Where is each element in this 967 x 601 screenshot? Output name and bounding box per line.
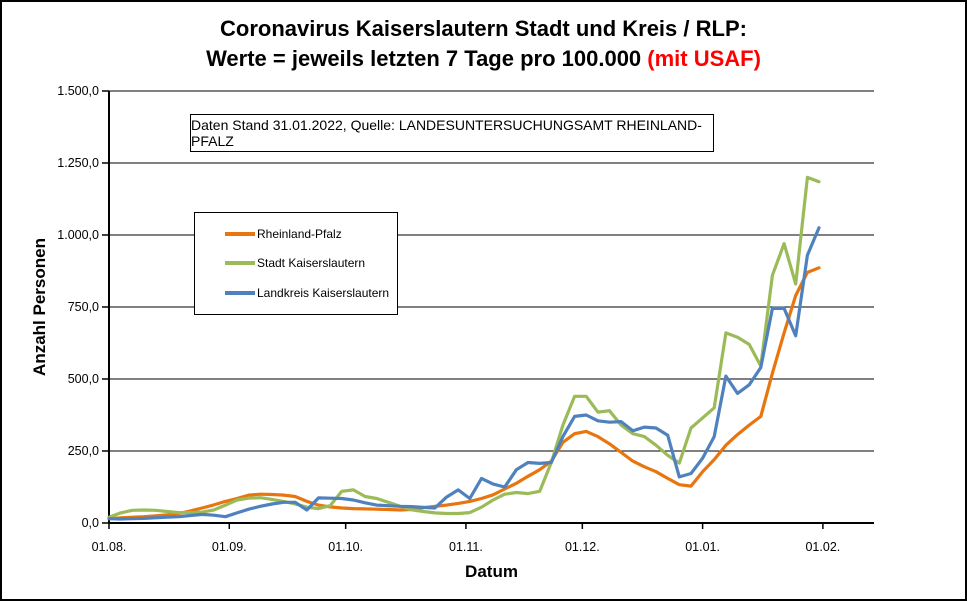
series-line-landkreis-kaiserslautern [107,226,821,521]
legend: Rheinland-Pfalz Stadt Kaiserslautern Landk… [194,212,398,315]
plot-area [102,90,874,529]
series-line-stadt-kaiserslautern [107,175,821,519]
x-tick-label: 01.02. [805,540,841,554]
chart-title-line1: Coronavirus Kaiserslautern Stadt und Kre… [220,16,747,41]
plot-canvas [102,90,874,529]
chart-title: Coronavirus Kaiserslautern Stadt und Kre… [2,14,965,74]
legend-swatch [225,291,255,296]
info-box: Daten Stand 31.01.2022, Quelle: LANDESUN… [190,114,714,152]
chart-title-line2: Werte = jeweils letzten 7 Tage pro 100.0… [2,44,965,74]
y-tick-label: 250,0 [67,444,99,458]
y-tick-label: 1.500,0 [57,84,99,98]
legend-item: Rheinland-Pfalz [225,227,397,241]
x-tick-label: 01.08. [91,540,127,554]
x-axis-title: Datum [465,562,518,581]
legend-item: Stadt Kaiserslautern [225,256,397,270]
y-tick-label: 0,0 [81,516,99,530]
legend-swatch [225,231,255,236]
series-line-rheinland-pfalz [107,266,821,521]
x-tick-label: 01.01. [685,540,720,554]
y-tick-label: 750,0 [67,300,99,314]
x-tick-label: 01.12. [564,540,600,554]
info-box-text: Daten Stand 31.01.2022, Quelle: LANDESUN… [191,117,702,149]
legend-item: Landkreis Kaiserslautern [225,286,397,300]
y-tick-label: 500,0 [67,372,99,386]
chart-title-line2-red: (mit USAF) [647,46,761,71]
legend-swatch [225,261,255,266]
x-tick-label: 01.10. [328,540,364,554]
legend-label: Rheinland-Pfalz [257,226,342,241]
legend-label: Landkreis Kaiserslautern [257,286,390,301]
y-tick-label: 1.250,0 [57,156,99,170]
x-tick-label: 01.09. [211,540,247,554]
y-tick-label: 1.000,0 [57,228,99,242]
chart-title-line2-black: Werte = jeweils letzten 7 Tage pro 100.0… [206,46,648,71]
x-tick-label: 01.11. [449,540,483,554]
legend-label: Stadt Kaiserslautern [257,256,366,271]
